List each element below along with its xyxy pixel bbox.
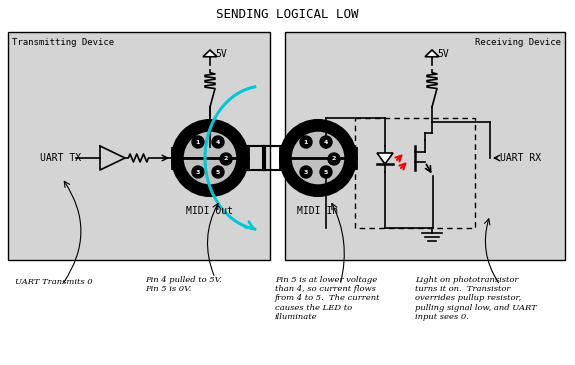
Bar bbox=[285, 32, 565, 260]
Text: Receiving Device: Receiving Device bbox=[475, 38, 561, 47]
Text: Pin 5 is at lower voltage
than 4, so current flows
from 4 to 5.  The current
cau: Pin 5 is at lower voltage than 4, so cur… bbox=[275, 276, 381, 321]
Text: 5: 5 bbox=[324, 169, 328, 174]
Circle shape bbox=[172, 120, 248, 196]
Text: 5: 5 bbox=[216, 169, 220, 174]
Polygon shape bbox=[203, 50, 217, 57]
Circle shape bbox=[192, 166, 204, 178]
Text: Pin 4 pulled to 5V.
Pin 5 is 0V.: Pin 4 pulled to 5V. Pin 5 is 0V. bbox=[145, 276, 222, 293]
Text: MIDI In: MIDI In bbox=[297, 206, 339, 216]
Text: SENDING LOGICAL LOW: SENDING LOGICAL LOW bbox=[216, 8, 358, 20]
Text: 2: 2 bbox=[224, 157, 228, 161]
Text: 1: 1 bbox=[196, 139, 200, 145]
Text: UART RX: UART RX bbox=[500, 153, 541, 163]
Text: MIDI Out: MIDI Out bbox=[186, 206, 233, 216]
Text: Transmitting Device: Transmitting Device bbox=[12, 38, 114, 47]
Circle shape bbox=[300, 166, 312, 178]
Circle shape bbox=[280, 120, 356, 196]
Polygon shape bbox=[377, 153, 393, 164]
Text: UART TX: UART TX bbox=[40, 153, 81, 163]
Circle shape bbox=[212, 166, 224, 178]
Text: 4: 4 bbox=[216, 139, 220, 145]
Text: UART Transmits 0: UART Transmits 0 bbox=[15, 278, 93, 286]
Circle shape bbox=[220, 153, 232, 165]
Circle shape bbox=[291, 131, 345, 185]
Circle shape bbox=[212, 136, 224, 148]
Text: 2: 2 bbox=[332, 157, 336, 161]
Text: 3: 3 bbox=[304, 169, 308, 174]
Text: 3: 3 bbox=[196, 169, 200, 174]
Text: 5V: 5V bbox=[437, 49, 448, 59]
Text: Light on phototransistor
turns it on.  Transistor
overrides pullup resistor,
pul: Light on phototransistor turns it on. Tr… bbox=[415, 276, 536, 321]
Text: 5V: 5V bbox=[215, 49, 227, 59]
Circle shape bbox=[192, 136, 204, 148]
Text: 1: 1 bbox=[304, 139, 308, 145]
Circle shape bbox=[328, 153, 340, 165]
Bar bbox=[355, 118, 475, 228]
Bar bbox=[8, 32, 270, 260]
Circle shape bbox=[320, 166, 332, 178]
Circle shape bbox=[300, 136, 312, 148]
Polygon shape bbox=[425, 50, 439, 57]
Circle shape bbox=[183, 131, 237, 185]
Text: 4: 4 bbox=[324, 139, 328, 145]
Circle shape bbox=[320, 136, 332, 148]
